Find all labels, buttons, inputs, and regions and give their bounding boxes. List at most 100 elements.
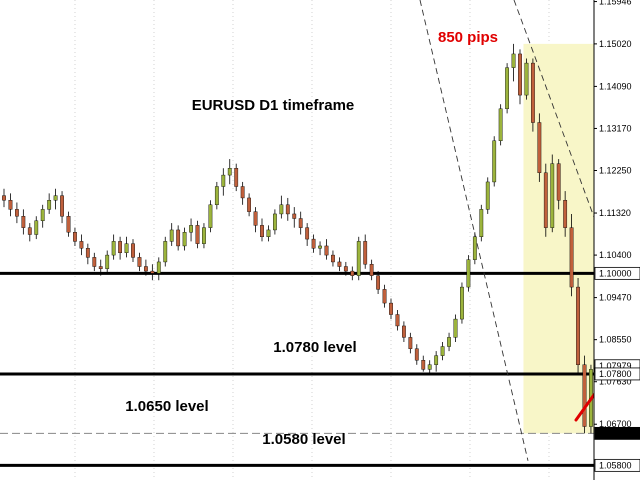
axis-tick-label: 1.13170 [599, 123, 632, 133]
candle-down [176, 229, 181, 247]
candle-down [414, 348, 419, 361]
candle-up [182, 232, 187, 247]
candle-down [537, 122, 542, 173]
axis-tick-label: 1.14090 [599, 81, 632, 91]
candle-up [460, 286, 464, 320]
candle-up [163, 241, 168, 263]
candle-up [485, 181, 490, 210]
candle-up [53, 195, 58, 201]
candle-down [292, 213, 297, 219]
channel-line [419, 0, 529, 461]
candle-up [208, 204, 213, 228]
candle-down [137, 257, 142, 267]
candle-down [298, 218, 303, 228]
candle-up [279, 204, 284, 215]
price-tag-label: 1.05800 [599, 460, 632, 470]
candle-down [543, 172, 548, 228]
level-lines [0, 271, 594, 467]
candle-down [27, 227, 32, 235]
candle-down [518, 53, 522, 96]
candle-down [389, 302, 393, 315]
candle-down [350, 270, 355, 276]
candle-series [2, 43, 606, 434]
candle-down [402, 325, 406, 338]
candle-down [79, 241, 84, 249]
price-tag-label: 1.10000 [599, 268, 632, 278]
candle-up [550, 163, 555, 228]
candle-up [156, 261, 161, 274]
candle-down [311, 238, 316, 249]
candle-up [273, 213, 277, 231]
price-tag-box [594, 458, 640, 472]
candle-down [247, 197, 251, 212]
candle-up [47, 200, 52, 210]
candle-up [40, 209, 45, 222]
axis-tick-label: 1.06700 [599, 419, 632, 429]
candle-down [92, 257, 97, 267]
price-tag-box [594, 367, 640, 381]
candle-down [421, 360, 426, 370]
candle-down [369, 264, 374, 276]
candle-up [34, 220, 39, 235]
candle-up [511, 53, 516, 68]
candle-down [253, 211, 258, 226]
candle-up [227, 168, 232, 176]
candle-up [434, 355, 439, 365]
candle-down [8, 200, 13, 210]
candle-down [324, 245, 329, 256]
candle-up [447, 337, 451, 347]
candle-down [576, 286, 580, 366]
candle-up [466, 259, 471, 288]
candle-down [305, 227, 310, 240]
candle-down [260, 225, 264, 238]
candle-up [524, 62, 529, 96]
candle-down [382, 289, 387, 304]
candle-down [2, 195, 6, 201]
price-tag-label: 1.07800 [599, 369, 632, 379]
candle-down [569, 227, 574, 288]
axis-tick-label: 1.10400 [599, 250, 632, 260]
candle-down [376, 275, 380, 290]
candle-down [531, 62, 535, 123]
red-arrow-line [574, 390, 598, 422]
level-label-3: 1.0580 level [262, 431, 345, 448]
candle-up [221, 174, 226, 187]
candle-down [240, 186, 245, 199]
candle-down [337, 261, 342, 267]
candle-up [266, 229, 271, 237]
candle-down [60, 195, 64, 217]
candle-up [505, 67, 509, 109]
axis-tick-label: 1.15946 [599, 0, 632, 7]
candle-up [492, 140, 497, 183]
candle-up [498, 108, 503, 142]
candle-down [118, 241, 123, 254]
axis-tick-label: 1.09470 [599, 293, 632, 303]
candle-down [66, 216, 71, 233]
candle-up [105, 254, 110, 269]
axis-tick-label: 1.07630 [599, 377, 632, 387]
candle-down [98, 266, 103, 269]
candle-down [14, 209, 19, 217]
candle-down [285, 204, 290, 215]
level-label-2: 1.0650 level [125, 398, 208, 415]
candle-up [479, 209, 484, 238]
candle-down [150, 270, 155, 274]
candle-down [408, 337, 413, 350]
candle-up [189, 225, 193, 233]
price-tag-label: 1.06500 [599, 428, 632, 438]
candle-down [563, 200, 568, 228]
candle-down [21, 216, 26, 228]
candle-down [556, 163, 561, 201]
candle-down [363, 241, 368, 265]
candle-down [234, 168, 239, 187]
candle-up [453, 318, 458, 338]
candle-up [169, 229, 174, 242]
candle-down [195, 225, 200, 244]
candle-down [85, 248, 90, 258]
candle-up [356, 241, 361, 276]
candle-down [582, 364, 587, 427]
price-tag-box [594, 266, 640, 280]
axis-background [594, 0, 640, 480]
candle-down [331, 254, 335, 263]
